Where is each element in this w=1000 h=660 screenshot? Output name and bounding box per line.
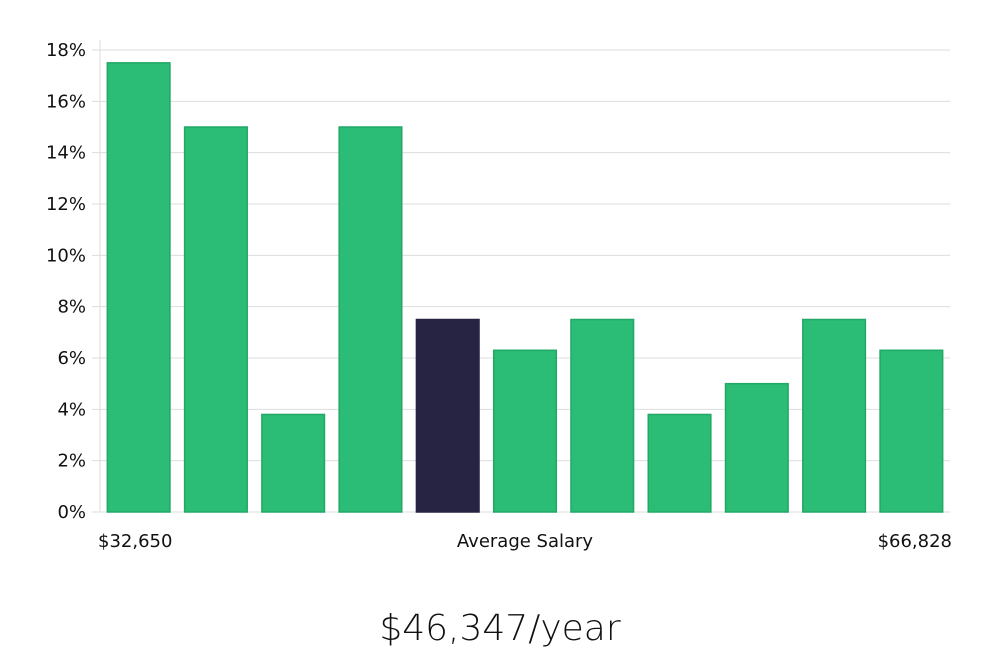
x-axis-label: Average Salary	[457, 531, 594, 552]
y-tick-label: 4%	[57, 399, 86, 420]
y-tick-label: 10%	[46, 245, 86, 266]
bar	[879, 349, 944, 513]
bar	[802, 318, 867, 513]
y-tick-label: 2%	[57, 451, 86, 472]
y-tick-label: 14%	[46, 143, 86, 164]
salary-histogram: 0% 2% 4% 6% 8% 10% 12% 14% 16% 18% $32,650 Averag…	[46, 40, 952, 552]
bars	[106, 62, 944, 513]
y-tick-label: 18%	[46, 40, 86, 61]
bar	[106, 62, 171, 513]
y-tick-label: 12%	[46, 194, 86, 215]
bar	[570, 318, 635, 513]
y-tick-label: 16%	[46, 91, 86, 112]
average-salary-headline: $46,347/year	[379, 608, 621, 649]
x-min-label: $32,650	[98, 531, 172, 552]
bar	[647, 413, 712, 513]
y-tick-label: 6%	[57, 348, 86, 369]
x-max-label: $66,828	[878, 531, 952, 552]
y-axis-ticks: 0% 2% 4% 6% 8% 10% 12% 14% 16% 18%	[46, 40, 86, 523]
bar	[338, 126, 403, 513]
bar	[183, 126, 248, 513]
bar-average-salary	[415, 318, 480, 513]
bar	[261, 413, 326, 513]
y-tick-label: 8%	[57, 297, 86, 318]
y-tick-label: 0%	[57, 502, 86, 523]
bar	[492, 349, 558, 513]
bar	[724, 382, 789, 513]
